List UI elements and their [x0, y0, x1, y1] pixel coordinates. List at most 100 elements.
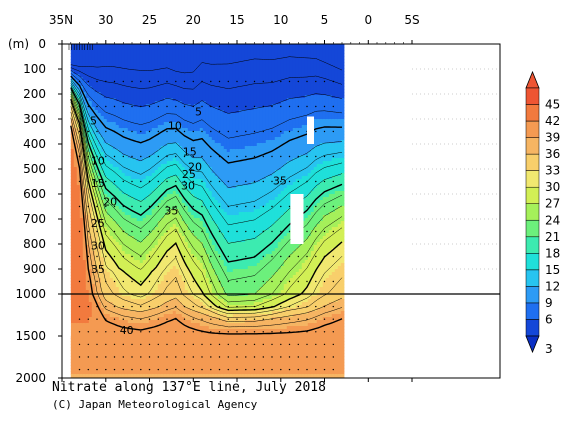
- field-cell: [88, 77, 93, 81]
- field-cell: [172, 134, 177, 138]
- field-cell: [103, 107, 108, 111]
- field-cell: [154, 167, 159, 171]
- field-cell: [85, 209, 90, 213]
- field-cell: [169, 158, 174, 162]
- field-cell: [88, 206, 93, 210]
- field-cell: [106, 131, 111, 135]
- field-cell: [175, 101, 180, 105]
- field-cell: [133, 287, 138, 291]
- field-cell: [133, 98, 138, 102]
- field-cell: [82, 71, 87, 75]
- field-cell: [97, 101, 102, 105]
- field-cell: [88, 239, 93, 243]
- field-cell: [73, 278, 78, 282]
- field-cell: [97, 284, 102, 288]
- field-cell: [166, 116, 171, 120]
- field-cell: [130, 62, 135, 66]
- field-cell: [85, 203, 90, 207]
- field-cell: [115, 65, 120, 69]
- field-cell: [85, 122, 90, 126]
- field-cell: [139, 278, 144, 282]
- field-cell: [166, 287, 171, 291]
- field-cell: [166, 95, 171, 99]
- field-cell: [136, 332, 141, 336]
- field-cell: [175, 92, 180, 96]
- field-cell: [172, 362, 177, 366]
- field-cell: [160, 317, 165, 321]
- field-cell: [139, 356, 144, 360]
- field-cell: [142, 308, 147, 312]
- field-cell: [106, 290, 111, 294]
- field-cell: [73, 353, 78, 357]
- field-cell: [172, 77, 177, 81]
- field-cell: [163, 209, 168, 213]
- field-cell: [163, 44, 168, 48]
- field-cell: [124, 359, 129, 363]
- field-cell: [130, 179, 135, 183]
- field-cell: [130, 50, 135, 54]
- field-cell: [148, 212, 153, 216]
- field-cell: [91, 314, 96, 318]
- field-cell: [130, 149, 135, 153]
- field-cell: [160, 338, 165, 342]
- field-cell: [118, 323, 123, 327]
- field-cell: [70, 86, 75, 90]
- field-cell: [136, 257, 141, 261]
- field-cell: [76, 185, 81, 189]
- field-cell: [106, 161, 111, 165]
- field-cell: [163, 74, 168, 78]
- field-cell: [133, 62, 138, 66]
- field-cell: [127, 50, 132, 54]
- field-cell: [70, 224, 75, 228]
- field-cell: [76, 371, 81, 375]
- field-cell: [160, 329, 165, 333]
- field-cell: [121, 137, 126, 141]
- field-cell: [112, 71, 117, 75]
- field-cell: [115, 104, 120, 108]
- field-cell: [106, 107, 111, 111]
- field-cell: [169, 176, 174, 180]
- field-cell: [166, 140, 171, 144]
- field-cell: [169, 311, 174, 315]
- field-cell: [94, 299, 99, 303]
- field-cell: [91, 257, 96, 261]
- field-cell: [166, 122, 171, 126]
- field-cell: [76, 50, 81, 54]
- field-cell: [115, 152, 120, 156]
- field-cell: [148, 203, 153, 207]
- field-cell: [169, 284, 174, 288]
- field-cell: [163, 179, 168, 183]
- field-cell: [172, 344, 177, 348]
- field-cell: [157, 80, 162, 84]
- field-cell: [169, 110, 174, 114]
- field-cell: [76, 344, 81, 348]
- field-cell: [175, 44, 180, 48]
- field-cell: [172, 356, 177, 360]
- field-cell: [73, 65, 78, 69]
- field-cell: [100, 68, 105, 72]
- field-cell: [130, 248, 135, 252]
- field-cell: [127, 338, 132, 342]
- field-cell: [97, 203, 102, 207]
- field-cell: [163, 119, 168, 123]
- field-cell: [154, 272, 159, 276]
- field-cell: [76, 68, 81, 72]
- field-cell: [121, 251, 126, 255]
- field-cell: [139, 218, 144, 222]
- field-cell: [100, 47, 105, 51]
- field-cell: [127, 335, 132, 339]
- field-cell: [127, 182, 132, 186]
- field-cell: [109, 212, 114, 216]
- field-cell: [169, 239, 174, 243]
- field-cell: [118, 374, 123, 378]
- field-cell: [154, 371, 159, 375]
- field-cell: [91, 74, 96, 78]
- field-cell: [136, 335, 141, 339]
- field-cell: [124, 140, 129, 144]
- field-cell: [70, 65, 75, 69]
- field-cell: [166, 125, 171, 129]
- field-cell: [97, 71, 102, 75]
- field-cell: [163, 272, 168, 276]
- field-cell: [169, 101, 174, 105]
- field-cell: [82, 272, 87, 276]
